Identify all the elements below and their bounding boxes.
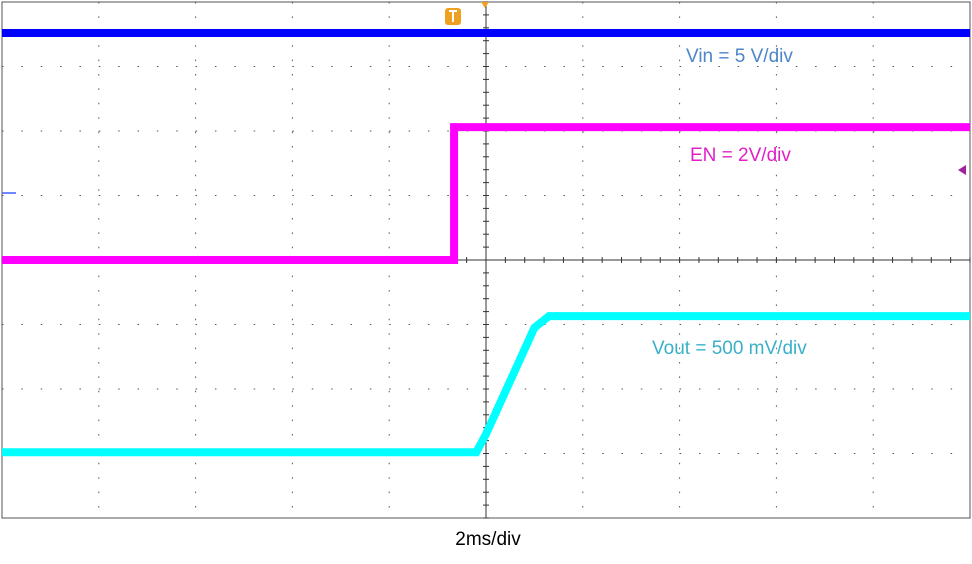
trigger-position-marker bbox=[481, 2, 489, 8]
series-label: Vin = 5 V/div bbox=[686, 46, 793, 67]
trigger-icon-letter bbox=[449, 10, 457, 22]
trigger-level-marker bbox=[958, 165, 966, 175]
series-label: Vout = 500 mV/div bbox=[652, 338, 807, 359]
x-axis-label: 2ms/div bbox=[455, 529, 521, 550]
waveform bbox=[2, 312, 970, 457]
series-label: EN = 2V/div bbox=[690, 145, 791, 166]
waveform bbox=[2, 123, 970, 264]
